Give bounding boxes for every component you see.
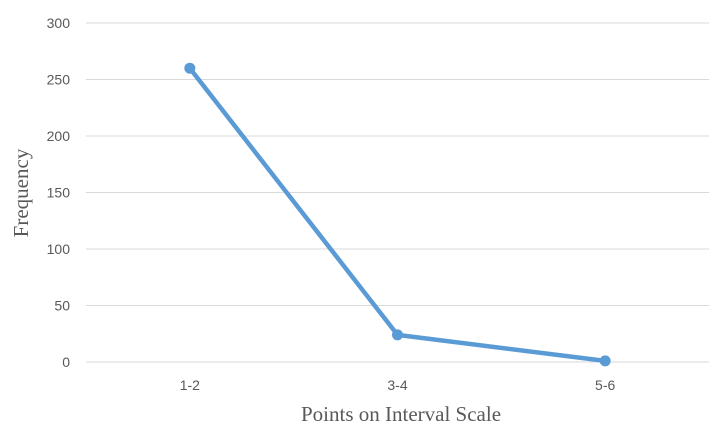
y-tick-label: 0 <box>62 354 70 370</box>
y-axis-ticks: 0 50 100 150 200 250 300 <box>47 15 71 370</box>
y-tick-label: 50 <box>54 298 70 314</box>
y-axis-title: Frequency <box>9 148 33 237</box>
series-layer <box>184 62 611 367</box>
x-tick-label: 3-4 <box>387 377 407 393</box>
gridlines <box>86 22 709 363</box>
data-point <box>184 62 196 74</box>
x-axis-ticks: 1-2 3-4 5-6 <box>180 377 616 393</box>
data-point <box>599 355 611 367</box>
x-tick-label: 1-2 <box>180 377 200 393</box>
x-tick-label: 5-6 <box>595 377 615 393</box>
y-tick-label: 200 <box>47 128 71 144</box>
x-axis-title: Points on Interval Scale <box>301 402 501 426</box>
y-tick-label: 150 <box>47 185 71 201</box>
data-point <box>392 329 403 341</box>
y-tick-label: 300 <box>47 15 71 31</box>
series-line <box>187 65 608 364</box>
y-tick-label: 100 <box>47 241 71 257</box>
y-tick-label: 250 <box>47 72 71 88</box>
